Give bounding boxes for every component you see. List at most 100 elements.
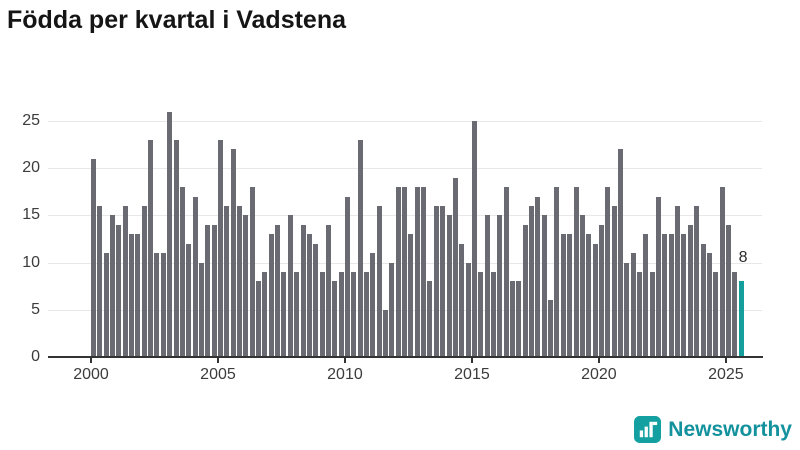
x-axis-tick-label: 2020 [581, 366, 617, 383]
bar [700, 243, 706, 357]
x-axis-tickmark [724, 358, 727, 363]
bar [478, 272, 484, 357]
x-axis-tickmark [343, 358, 346, 363]
highlight-value-label: 8 [738, 249, 748, 267]
bar [217, 139, 223, 357]
gridline [48, 168, 762, 170]
y-axis-tick-label: 10 [22, 253, 40, 271]
bar [522, 224, 528, 357]
bar [605, 187, 611, 357]
bar [141, 205, 147, 357]
bar [452, 177, 458, 357]
bar [383, 309, 389, 357]
bar [319, 272, 325, 357]
bar [243, 215, 249, 357]
bar [97, 205, 103, 357]
bar [414, 187, 420, 357]
bar [598, 224, 604, 357]
bar [91, 158, 96, 357]
bar [306, 234, 312, 357]
bar [548, 300, 554, 357]
x-axis-tickmark [597, 358, 600, 363]
bar [230, 149, 236, 357]
page-title: Födda per kvartal i Vadstena [7, 6, 347, 34]
bar [560, 234, 566, 357]
x-axis-tick-label: 2000 [73, 366, 109, 383]
bar [325, 224, 331, 357]
bar [300, 224, 306, 357]
bar [649, 272, 655, 357]
bar [160, 253, 166, 357]
bar [611, 205, 617, 357]
bar [427, 281, 433, 357]
bar [732, 272, 738, 357]
bar [586, 234, 592, 357]
x-axis-tick-label: 2015 [454, 366, 490, 383]
bar [167, 111, 173, 357]
bar [713, 272, 719, 357]
highlighted-bar [738, 281, 744, 357]
bar [237, 205, 243, 357]
bar [364, 272, 369, 357]
y-axis-tick-label: 5 [31, 300, 40, 318]
newsworthy-wordmark: Newsworthy [668, 417, 792, 441]
bar [186, 243, 192, 357]
bar [433, 205, 439, 357]
bar [484, 215, 490, 357]
bar [656, 196, 662, 357]
bar [110, 215, 116, 357]
bar [370, 253, 376, 357]
bar [268, 234, 274, 357]
bar [402, 187, 408, 357]
bar [510, 281, 516, 357]
bar [516, 281, 522, 357]
bar [535, 196, 541, 357]
x-axis-tick-label: 2025 [708, 366, 744, 383]
bar [490, 272, 496, 357]
bar [541, 215, 547, 357]
bar [281, 272, 287, 357]
bar [617, 149, 623, 357]
newsworthy-logo-icon [634, 416, 662, 443]
bar [173, 139, 179, 357]
bar [440, 205, 446, 357]
x-axis-tick-label: 2005 [200, 366, 236, 383]
y-axis-tick-label: 25 [22, 112, 40, 129]
bar [675, 205, 681, 357]
bar [421, 187, 427, 357]
bar [573, 187, 579, 357]
bar [135, 234, 141, 357]
bar [687, 224, 693, 357]
bar [725, 224, 731, 357]
bar [205, 224, 211, 357]
bar [643, 234, 649, 357]
bar [211, 224, 217, 357]
bar [694, 205, 700, 357]
bar [275, 224, 281, 357]
bar [459, 243, 465, 357]
bar [179, 187, 185, 357]
bar [344, 196, 350, 357]
x-axis-tickmark [470, 358, 473, 363]
bar [116, 224, 122, 357]
bar [148, 139, 154, 357]
bar [529, 205, 535, 357]
bar [706, 253, 712, 357]
bar [630, 253, 636, 357]
y-axis-tick-label: 20 [22, 159, 40, 177]
y-axis-tick-label: 0 [31, 348, 40, 365]
x-axis-tickmark [216, 358, 219, 363]
bar [662, 234, 668, 357]
y-axis-tick-label: 15 [22, 206, 40, 224]
bar [262, 272, 268, 357]
bar [287, 215, 293, 357]
bar [249, 187, 255, 357]
bar [376, 205, 382, 357]
bar [313, 243, 319, 357]
x-axis-tick-label: 2010 [327, 366, 363, 383]
bar [668, 234, 674, 357]
bar [624, 262, 630, 357]
gridline [48, 121, 762, 122]
bar [192, 196, 198, 357]
